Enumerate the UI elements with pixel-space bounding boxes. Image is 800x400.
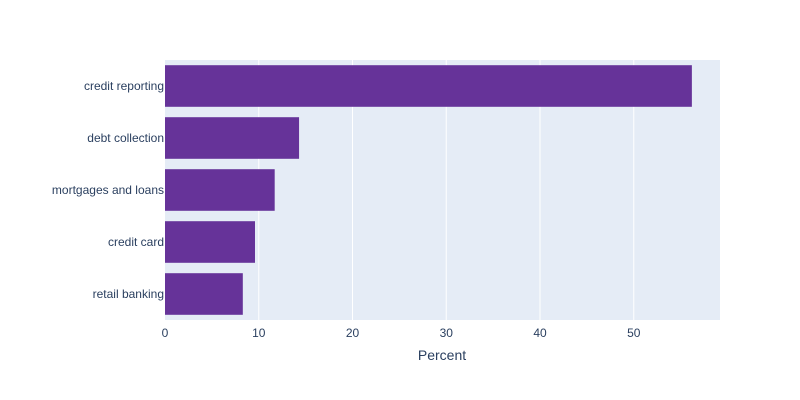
x-tick-label: 50 — [627, 326, 641, 340]
bars — [165, 65, 692, 315]
bar — [165, 169, 275, 211]
x-tick-label: 40 — [533, 326, 547, 340]
bar — [165, 221, 255, 263]
x-tick-label: 0 — [162, 326, 169, 340]
y-tick-label: mortgages and loans — [52, 183, 164, 197]
y-tick-label: credit card — [108, 235, 164, 249]
y-tick-label: retail banking — [93, 287, 164, 301]
y-tick-labels: credit reporting debt collection mortgages… — [52, 79, 164, 301]
y-tick-label: debt collection — [87, 131, 164, 145]
x-tick-label: 20 — [346, 326, 360, 340]
bar — [165, 117, 300, 159]
x-tick-labels: 0 10 20 30 40 50 — [162, 326, 641, 340]
x-axis-title: Percent — [418, 347, 466, 363]
x-tick-label: 30 — [440, 326, 454, 340]
y-tick-label: credit reporting — [84, 79, 164, 93]
bar — [165, 65, 692, 107]
x-tick-label: 10 — [252, 326, 266, 340]
bar — [165, 273, 243, 315]
